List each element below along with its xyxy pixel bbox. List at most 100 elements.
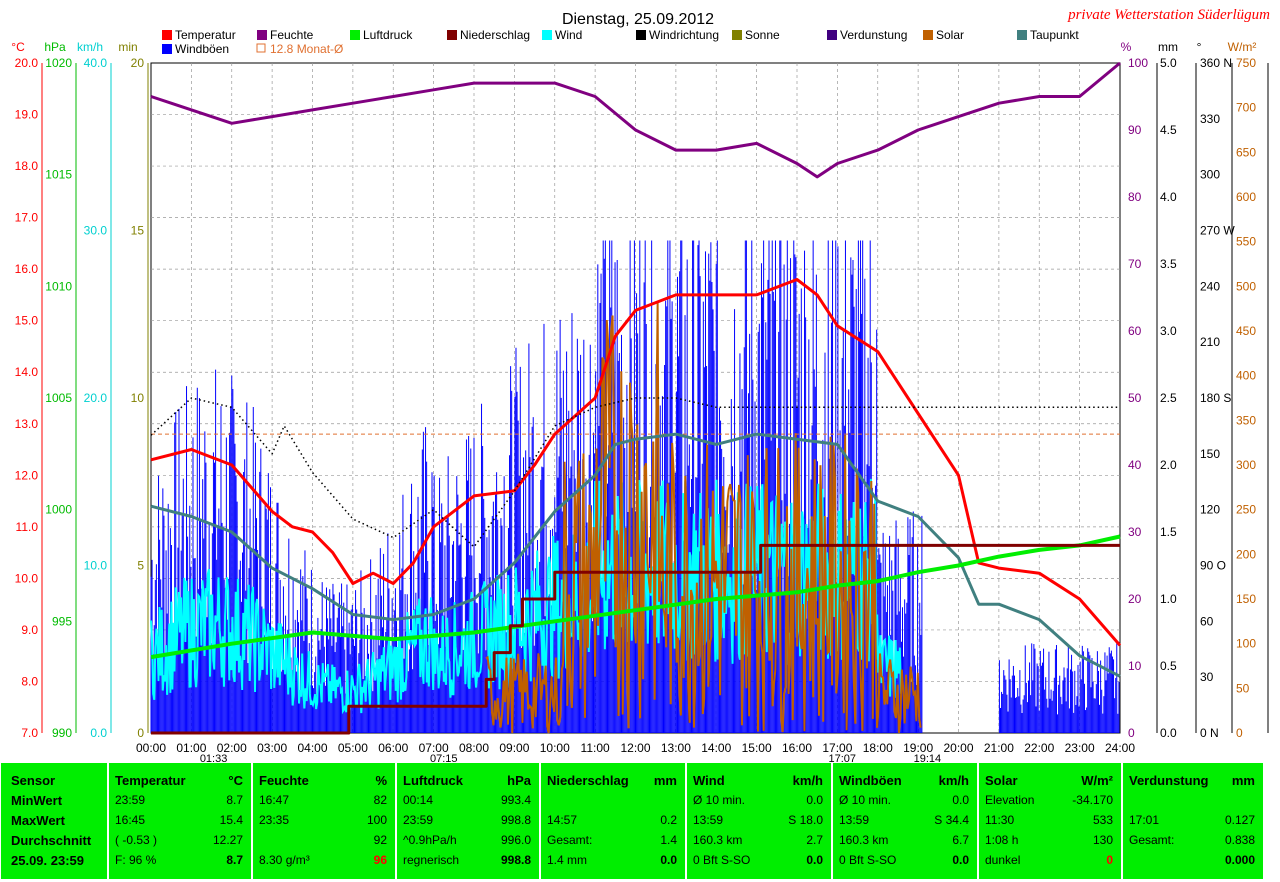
cell-label: 23:35 [259,813,290,827]
time-tick: 22:00 [1024,741,1054,755]
time-marker: 01:33 [200,753,228,762]
cell-label: Ø 10 min. [693,793,746,807]
axis-tick-solar: 500 [1236,279,1256,293]
time-tick: 01:00 [176,741,206,755]
axis-tick-humidity: 0 [1128,726,1135,740]
cell-value: 0.0 [806,793,823,807]
time-tick: 18:00 [863,741,893,755]
row-label: Sensor [11,773,56,788]
panel-verdunstung: Verdunstung mm 17:01 0.127 Gesamt: 0.838 0.000 [1122,762,1264,880]
legend-label: Taupunkt [1030,28,1079,42]
axis-tick-rain: 3.5 [1160,257,1177,271]
legend-swatch [636,30,646,40]
panel-luftdruck: Luftdruck hPa 00:14 993.4 23:59 998.8 ^0.9hPa/… [396,762,540,880]
cell-label: dunkel [985,853,1021,867]
legend-swatch [1017,30,1027,40]
panel-row: dunkel 0 [979,851,1121,870]
panel-unit: °C [228,773,243,788]
cell-value: 2.7 [806,833,823,847]
axis-tick-solar: 700 [1236,101,1256,115]
row-label: Durchschnitt [11,833,92,848]
cell-value: 998.8 [500,813,531,827]
axis-tick-rain: 4.5 [1160,123,1177,137]
panel-row: ( -0.53 ) 12.27 [109,831,251,850]
legend-label: Luftdruck [363,28,413,42]
cell-value: 0.838 [1224,833,1255,847]
time-tick: 09:00 [499,741,529,755]
legend-swatch [162,44,172,54]
weather-chart: Dienstag, 25.09.2012 private Wetterstatio… [11,7,1270,762]
legend-swatch [447,30,457,40]
time-tick: 21:00 [984,741,1014,755]
series-luftdruck [150,534,1121,660]
cell-label: 1.4 mm [547,853,588,867]
axis-tick-direction: 60 [1200,614,1214,628]
axis-tick-solar: 100 [1236,637,1256,651]
cell-value: 998.8 [500,853,531,867]
cell-value: 0 [1106,853,1113,867]
panel-unit: hPa [507,773,531,788]
axis-tick-pressure: 1010 [45,279,72,293]
axis-tick-temp: 14.0 [15,365,39,379]
axis-tick-pressure: 1020 [45,56,72,70]
panel-row: 0 Bft S-SO 0.0 [833,851,977,870]
cell-value: 0.0 [806,853,823,867]
panel-header: Solar [985,773,1018,788]
axis-tick-temp: 10.0 [15,571,39,585]
panel-row: 13:59 S 34.4 [833,811,977,830]
row-label: 25.09. 23:59 [11,853,85,868]
cell-value: 15.4 [219,813,243,827]
panel-row: Gesamt: 0.838 [1123,831,1263,850]
panel-row: 160.3 km 2.7 [687,831,831,850]
panel-row: 13:59 S 18.0 [687,811,831,830]
time-tick: 20:00 [943,741,973,755]
legend-swatch [256,43,266,53]
time-tick: 15:00 [742,741,772,755]
axis-tick-humidity: 90 [1128,123,1142,137]
axis-tick-humidity: 30 [1128,525,1142,539]
panel-row: 16:47 82 [253,791,395,810]
axis-tick-direction: 30 [1200,670,1214,684]
cell-label: 17:01 [1129,813,1160,827]
axis-tick-pressure: 1000 [45,503,72,517]
axis-unit-pressure: hPa [44,40,66,54]
axis-unit-sun: min [118,40,137,54]
summary-table: Sensor MinWert MaxWert Durchschnitt 25.09. 2… [0,762,1268,882]
cell-value: 0.0 [952,853,969,867]
legend-label: Temperatur [175,28,236,42]
axis-tick-temp: 7.0 [21,726,38,740]
panel-unit: mm [653,773,677,788]
chart-title: Dienstag, 25.09.2012 [562,11,714,28]
axis-tick-solar: 550 [1236,235,1256,249]
axis-tick-sun: 0 [137,726,144,740]
axis-tick-rain: 3.0 [1160,324,1177,338]
cell-label: 8.30 g/m³ [259,853,310,867]
legend-swatch [162,30,172,40]
legend-label: Windrichtung [649,28,719,42]
legend-label: Windböen [175,42,229,56]
axis-tick-wind: 0.0 [90,726,107,740]
legend-label: Niederschlag [460,28,530,42]
axis-tick-rain: 0.5 [1160,659,1177,673]
series-feuchte [150,61,1121,179]
axis-tick-rain: 2.0 [1160,458,1177,472]
cell-value: 533 [1092,813,1113,827]
axis-tick-solar: 600 [1236,190,1256,204]
cell-label: Gesamt: [547,833,593,847]
panel-row: Gesamt: 1.4 [541,831,685,850]
axis-tick-solar: 750 [1236,56,1256,70]
legend-label: Feuchte [270,28,314,42]
axis-tick-solar: 200 [1236,547,1256,561]
axis-tick-rain: 2.5 [1160,391,1177,405]
time-tick: 10:00 [540,741,570,755]
cell-label: 1:08 h [985,833,1019,847]
cell-value: 12.27 [212,833,243,847]
cell-value: 82 [373,793,387,807]
time-tick: 12:00 [620,741,650,755]
axis-tick-humidity: 40 [1128,458,1142,472]
axis-tick-pressure: 995 [52,614,72,628]
axis-tick-direction: 300 [1200,168,1220,182]
cell-value: 0.2 [660,813,677,827]
axis-tick-direction: 210 [1200,335,1220,349]
time-tick: 05:00 [338,741,368,755]
